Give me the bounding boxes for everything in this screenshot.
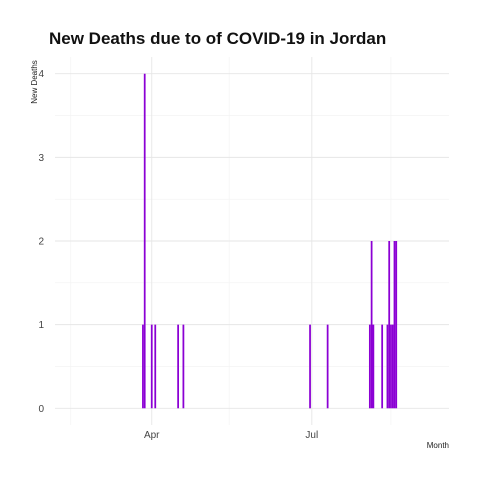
y-tick-label: 3 xyxy=(38,153,44,164)
bar xyxy=(388,241,391,409)
bar xyxy=(150,324,153,409)
bar xyxy=(370,241,373,409)
bar xyxy=(177,324,180,409)
bar xyxy=(381,324,384,409)
y-axis-title: New Deaths xyxy=(30,60,39,104)
chart-title: New Deaths due to of COVID-19 in Jordan xyxy=(49,29,386,48)
bars xyxy=(142,73,398,409)
y-tick-label: 2 xyxy=(38,237,44,248)
bar xyxy=(142,324,144,409)
bar xyxy=(391,324,394,409)
bar xyxy=(309,324,311,409)
x-tick-label: Apr xyxy=(144,430,160,441)
y-axis-ticks: 0 1 2 3 4 xyxy=(38,69,44,415)
y-tick-label: 1 xyxy=(38,320,44,331)
x-axis-title: Month xyxy=(427,441,449,450)
bar xyxy=(368,324,371,409)
y-tick-label: 0 xyxy=(38,404,44,415)
bar xyxy=(393,241,396,409)
bar xyxy=(386,324,389,409)
y-tick-label: 4 xyxy=(38,69,44,80)
x-axis-ticks: Apr Jul xyxy=(144,430,318,441)
bar xyxy=(154,324,157,409)
bar xyxy=(182,324,185,409)
bar xyxy=(395,241,398,409)
bar xyxy=(390,324,392,409)
bar xyxy=(143,73,146,409)
bar xyxy=(372,324,375,409)
x-tick-label: Jul xyxy=(305,430,318,441)
bar xyxy=(326,324,329,409)
